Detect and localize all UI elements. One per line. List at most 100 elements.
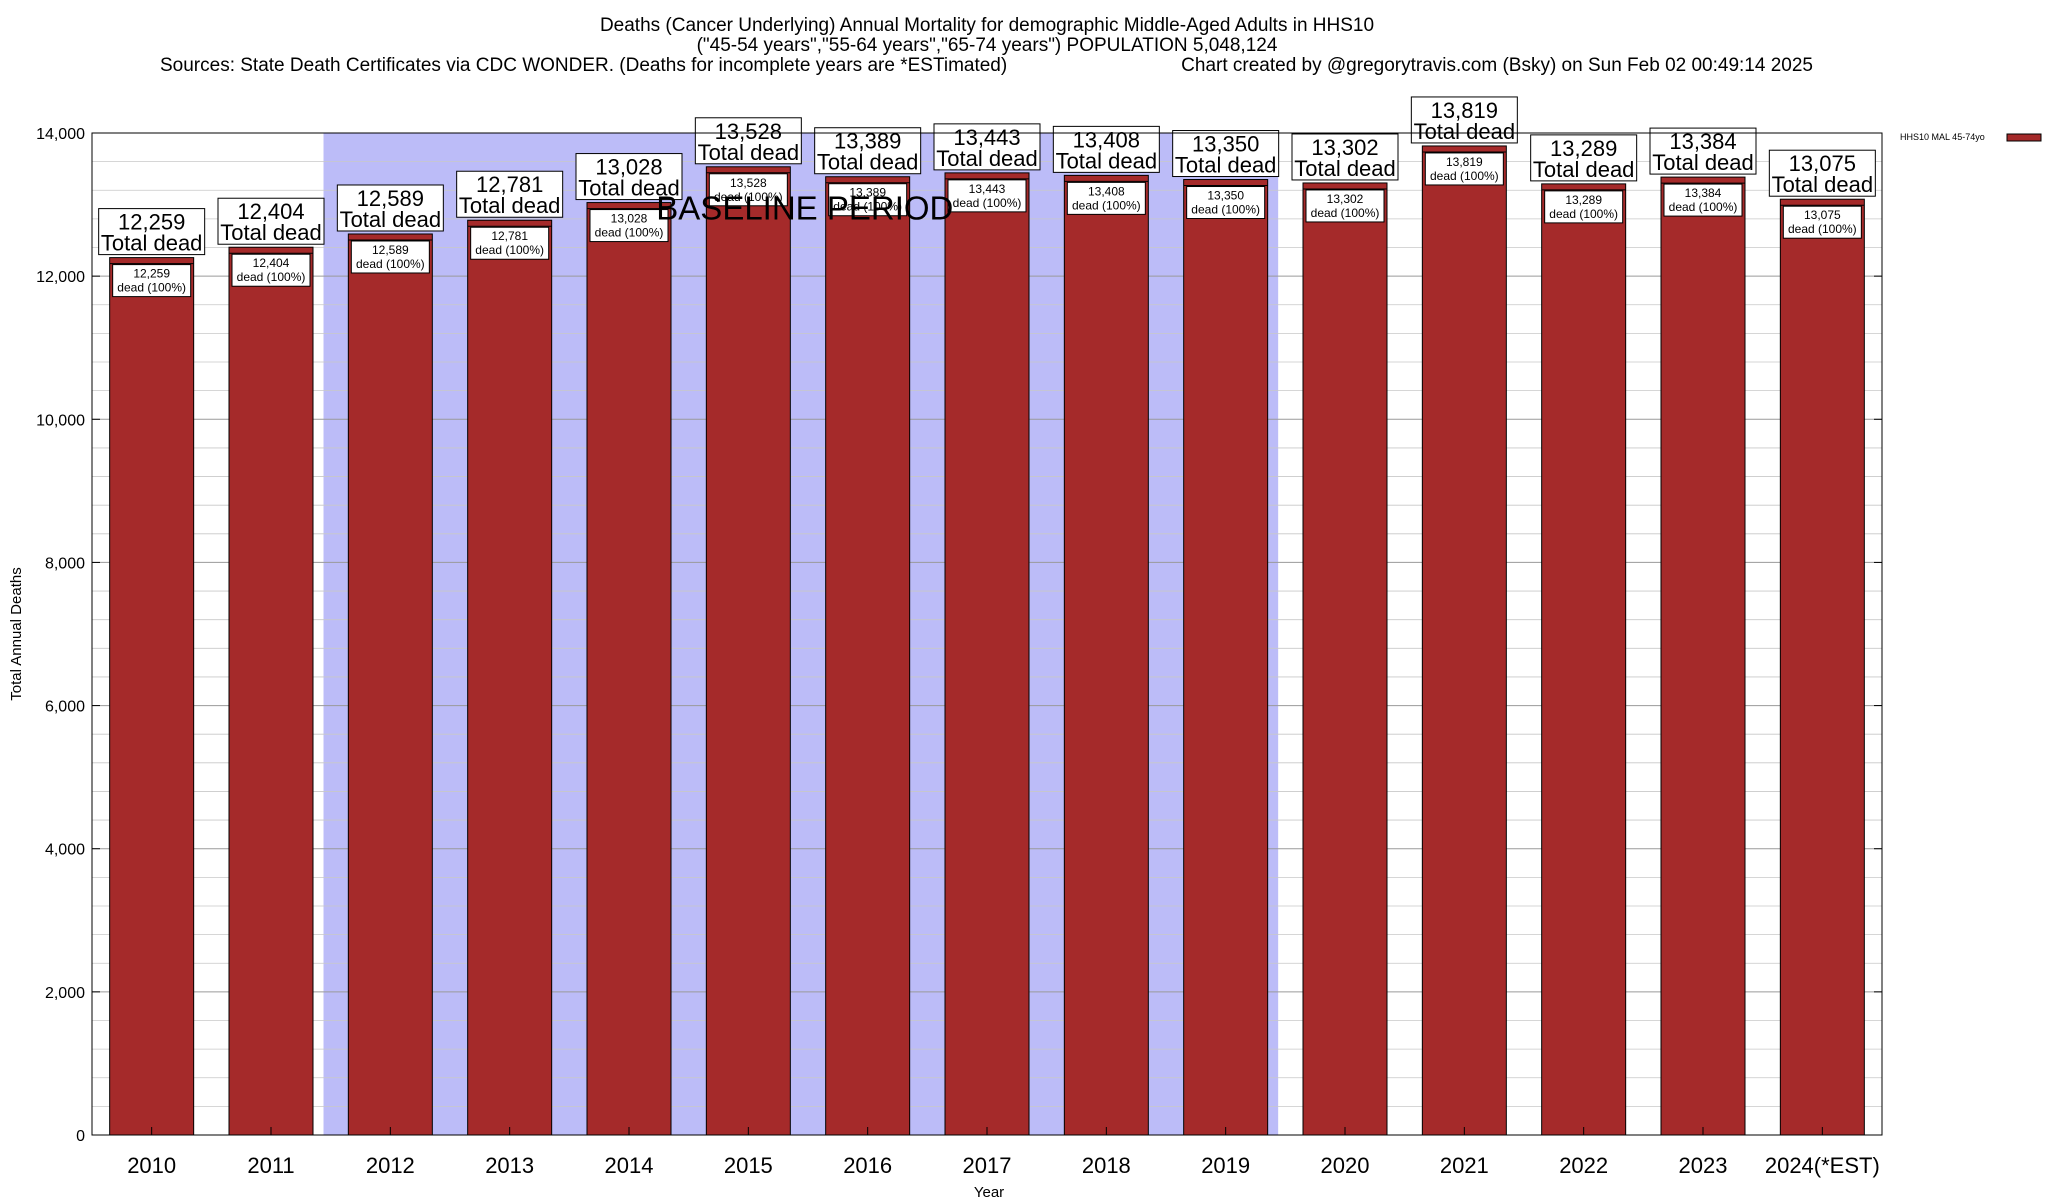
bar-inner-pct-label: dead (100%) — [1788, 222, 1857, 236]
bar-inner-pct-label: dead (100%) — [237, 270, 306, 284]
bar-inner-label-box — [1066, 181, 1146, 215]
bar-total-suffix-label: Total dead — [578, 176, 680, 201]
bar-total-value-label: 12,259 — [118, 210, 185, 235]
y-tick-label: 12,000 — [36, 269, 85, 286]
plot-frame — [91, 132, 1883, 1136]
bar-inner-pct-label: dead (100%) — [833, 200, 902, 214]
bar-total-suffix-label: Total dead — [1056, 148, 1158, 173]
x-tick-label: 2014 — [605, 1153, 654, 1178]
bar-total-label-box — [1172, 130, 1280, 178]
bar-2011 — [228, 246, 314, 1136]
bar-inner-value-label: 12,259 — [133, 267, 170, 281]
x-tick-label: 2023 — [1679, 1153, 1728, 1178]
bar-total-value-label: 13,350 — [1192, 132, 1259, 157]
bar-inner-label-box — [947, 179, 1027, 213]
bar-inner-pct-label: dead (100%) — [953, 196, 1022, 210]
bar-inner-value-label: 13,289 — [1565, 193, 1602, 207]
bar-inner-pct-label: dead (100%) — [1430, 169, 1499, 183]
title-line-2: ("45-54 years","55-64 years","65-74 year… — [697, 35, 1278, 56]
bar-total-label-box — [1768, 149, 1876, 197]
bar-inner-label-box — [350, 240, 430, 274]
bar-2019 — [1183, 179, 1269, 1136]
bar-total-suffix-label: Total dead — [698, 140, 800, 165]
bar-inner-label-box — [1544, 190, 1624, 224]
x-tick-label: 2017 — [963, 1153, 1012, 1178]
y-tick-label: 0 — [76, 1128, 85, 1145]
x-tick-label: 2015 — [724, 1153, 773, 1178]
x-axis-title: Year — [974, 1184, 1004, 1200]
bar-total-value-label: 13,302 — [1311, 135, 1378, 160]
bar-inner-value-label: 13,528 — [730, 176, 767, 190]
bar-total-suffix-label: Total dead — [340, 207, 442, 232]
bar-total-value-label: 13,528 — [715, 119, 782, 144]
bar-inner-pct-label: dead (100%) — [1072, 198, 1141, 212]
y-tick-label: 10,000 — [36, 412, 85, 429]
bar-inner-value-label: 13,384 — [1685, 186, 1722, 200]
bar-inner-value-label: 12,781 — [491, 229, 528, 243]
bar-inner-label-box — [708, 173, 788, 207]
x-tick-label: 2018 — [1082, 1153, 1131, 1178]
bar-2021 — [1421, 145, 1507, 1136]
y-axis-title: Total Annual Deaths — [8, 567, 25, 700]
bar-2020 — [1302, 182, 1388, 1136]
bar-inner-value-label: 13,302 — [1327, 192, 1364, 206]
bar-inner-pct-label: dead (100%) — [1311, 206, 1380, 220]
bar-total-suffix-label: Total dead — [817, 150, 919, 175]
bar-total-label-box — [1291, 133, 1399, 181]
bar-total-value-label: 13,408 — [1073, 127, 1140, 152]
bar-total-suffix-label: Total dead — [1533, 157, 1635, 182]
bar-inner-label-box — [1186, 186, 1266, 220]
bar-2010 — [109, 257, 195, 1136]
bar-total-value-label: 12,781 — [476, 172, 543, 197]
bar-inner-label-box — [231, 253, 311, 287]
bar-total-suffix-label: Total dead — [1175, 153, 1277, 178]
title-line-1: Deaths (Cancer Underlying) Annual Mortal… — [600, 15, 1374, 36]
bar-inner-pct-label: dead (100%) — [475, 243, 544, 257]
bar-2016 — [825, 176, 911, 1136]
bar-2018 — [1063, 174, 1149, 1136]
bar-2024(*EST) — [1779, 198, 1865, 1136]
bar-inner-label-box — [589, 209, 669, 243]
bar-inner-label-box — [1663, 183, 1743, 217]
bar-total-suffix-label: Total dead — [936, 146, 1038, 171]
bar-inner-label-box — [470, 226, 550, 260]
bar-total-label-box — [814, 127, 922, 175]
bar-inner-pct-label: dead (100%) — [356, 257, 425, 271]
bar-total-value-label: 13,289 — [1550, 136, 1617, 161]
bar-total-label-box — [217, 197, 325, 245]
bar-total-value-label: 13,028 — [595, 155, 662, 180]
bar-2017 — [944, 172, 1030, 1136]
bar-2015 — [705, 166, 791, 1136]
bar-total-suffix-label: Total dead — [220, 220, 322, 245]
bar-total-value-label: 12,404 — [237, 199, 304, 224]
bar-2012 — [347, 233, 433, 1136]
bar-2014 — [586, 202, 672, 1136]
bar-inner-pct-label: dead (100%) — [714, 190, 783, 204]
bar-total-value-label: 13,819 — [1431, 98, 1498, 123]
bar-total-value-label: 12,589 — [357, 186, 424, 211]
bar-inner-value-label: 13,350 — [1207, 189, 1244, 203]
x-tick-label: 2021 — [1440, 1153, 1489, 1178]
bar-2022 — [1541, 183, 1627, 1136]
bar-inner-label-box — [1424, 152, 1504, 186]
bar-total-suffix-label: Total dead — [101, 231, 203, 256]
y-tick-label: 4,000 — [45, 842, 85, 859]
y-tick-label: 14,000 — [36, 126, 85, 143]
y-tick-label: 2,000 — [45, 985, 85, 1002]
legend-swatch — [2006, 133, 2042, 142]
bar-total-suffix-label: Total dead — [1652, 150, 1754, 175]
bar-inner-value-label: 13,408 — [1088, 184, 1125, 198]
bar-inner-pct-label: dead (100%) — [117, 281, 186, 295]
bar-inner-value-label: 12,404 — [253, 256, 290, 270]
bar-total-label-box — [98, 208, 206, 256]
y-tick-label: 8,000 — [45, 555, 85, 572]
bar-total-label-box — [1649, 127, 1757, 175]
bar-inner-value-label: 12,589 — [372, 243, 409, 257]
bar-inner-pct-label: dead (100%) — [595, 226, 664, 240]
bar-total-label-box — [694, 117, 802, 165]
y-tick-label: 6,000 — [45, 699, 85, 716]
x-tick-label: 2013 — [485, 1153, 534, 1178]
bar-inner-value-label: 13,389 — [849, 186, 886, 200]
bar-total-label-box — [336, 184, 444, 232]
